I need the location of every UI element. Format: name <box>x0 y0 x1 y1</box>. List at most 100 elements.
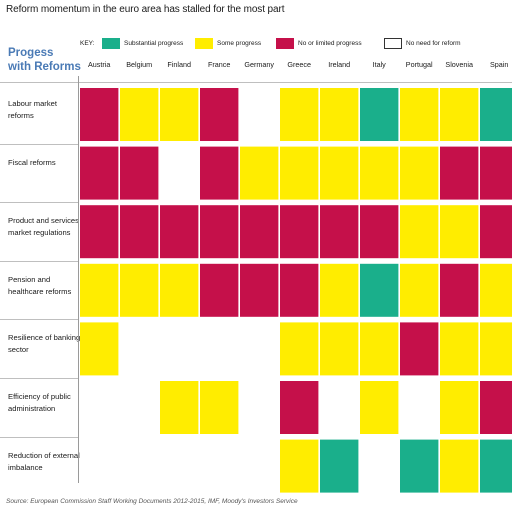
heatmap-cell-some <box>280 322 319 376</box>
heatmap-cell-some <box>200 381 239 434</box>
heatmap-cell-substantial <box>320 439 359 493</box>
heatmap-cell-limited <box>240 205 279 259</box>
source-note: Source: European Commission Staff Workin… <box>6 498 298 505</box>
heatmap-cell-some <box>320 88 359 141</box>
row-label-line: Efficiency of public <box>8 392 71 401</box>
row-separator <box>0 378 78 379</box>
heatmap-cell-some <box>440 205 479 259</box>
legend-label-some: Some progress <box>217 40 262 47</box>
heatmap-cell-some <box>400 88 439 141</box>
heatmap-cell-some <box>120 263 159 317</box>
legend-swatch-limited <box>276 38 294 49</box>
heatmap-cell-limited <box>160 205 199 259</box>
heatmap-cell-some <box>400 146 439 200</box>
heatmap-cell-some <box>160 263 199 317</box>
heatmap-cell-substantial <box>360 263 399 317</box>
column-header-finland: Finland <box>167 60 191 69</box>
legend-item-none: No need for reform <box>384 38 461 49</box>
row-separator <box>0 260 78 262</box>
legend-item-some: Some progress <box>195 38 261 49</box>
column-header-ireland: Ireland <box>328 60 351 69</box>
heatmap-cell-some <box>440 439 479 493</box>
heatmap-cell-some <box>480 322 512 376</box>
heatmap-cell-some <box>280 88 319 141</box>
heatmap-cell-some <box>360 322 399 376</box>
legend-label-limited: No or limited progress <box>298 40 362 47</box>
row-label-line: Pension and <box>8 274 51 284</box>
row-label-line: Reduction of external <box>8 450 80 460</box>
legend-item-substantial: Substantial progress <box>102 38 183 49</box>
heatmap-cell-limited <box>80 88 119 141</box>
heatmap-cell-limited <box>480 146 512 200</box>
column-header-spain: Spain <box>489 60 509 69</box>
heatmap-cell-limited <box>200 146 239 200</box>
heatmap-cell-limited <box>120 146 159 200</box>
row-label-line: reforms <box>8 111 34 120</box>
row-label-line: sector <box>8 345 29 355</box>
row-separator <box>0 319 78 321</box>
header-divider <box>0 82 512 83</box>
heatmap-cell-limited <box>440 146 479 200</box>
row-label-line: market regulations <box>8 228 71 238</box>
heatmap-cell-limited <box>200 88 239 141</box>
row-label-line: healthcare reforms <box>8 286 72 296</box>
row-label: Fiscal reforms <box>8 157 56 169</box>
heatmap-cell-limited <box>360 205 399 259</box>
heading: Progess with Reforms <box>8 46 81 74</box>
column-header-germany: Germany <box>244 60 274 69</box>
heatmap-cell-some <box>440 88 479 141</box>
column-header-belgium: Belgium <box>126 60 153 69</box>
heatmap-cell-some <box>320 263 359 317</box>
heatmap-cell-some <box>280 439 319 493</box>
row-label-line: imbalance <box>8 462 43 472</box>
heatmap-cell-limited <box>120 205 159 259</box>
legend-swatch-some <box>195 38 213 49</box>
heatmap-cell-some <box>480 263 512 317</box>
heatmap-cell-limited <box>400 322 439 376</box>
row-label-line: Labour market <box>8 99 57 108</box>
heatmap-cell-limited <box>80 146 119 200</box>
row-label-line: Fiscal reforms <box>8 157 56 167</box>
legend-swatch-none <box>384 38 402 49</box>
heatmap-cell-some <box>440 322 479 376</box>
heatmap-cell-some <box>400 205 439 259</box>
heatmap-cell-substantial <box>360 88 399 141</box>
heatmap-cell-limited <box>440 263 479 317</box>
heatmap-cell-some <box>280 146 319 200</box>
row-label-line: administration <box>8 404 56 413</box>
row-label-line: Product and services <box>8 216 79 226</box>
column-header-france: France <box>208 60 231 69</box>
column-header-slovenia: Slovenia <box>445 60 473 69</box>
row-label-line: Resilience of banking <box>8 333 81 343</box>
heatmap-cell-limited <box>280 205 319 259</box>
heatmap-cell-limited <box>200 263 239 317</box>
heatmap-cell-some <box>440 381 479 434</box>
row-label: Reduction of external imbalance <box>8 450 80 474</box>
label-divider <box>78 76 79 483</box>
heatmap-cell-some <box>360 381 399 434</box>
legend-key-label: KEY: <box>80 40 95 47</box>
heatmap-cell-limited <box>280 381 319 434</box>
heatmap-cell-some <box>320 146 359 200</box>
column-header-greece: Greece <box>287 60 311 69</box>
row-separator <box>0 143 78 145</box>
heatmap-cell-substantial <box>400 439 439 493</box>
legend-swatch-substantial <box>102 38 120 49</box>
heatmap-cell-limited <box>200 205 239 259</box>
heatmap-cell-limited <box>320 205 359 259</box>
row-label: Efficiency of public administration <box>8 391 71 415</box>
row-label: Product and services market regulations <box>8 215 79 239</box>
row-label: Resilience of banking sector <box>8 332 80 356</box>
heatmap-cell-some <box>400 263 439 317</box>
column-header-austria: Austria <box>88 60 111 69</box>
heatmap-cell-some <box>120 88 159 141</box>
legend-label-substantial: Substantial progress <box>124 40 184 47</box>
heatmap-cell-some <box>160 381 199 434</box>
heatmap-cell-substantial <box>480 439 512 493</box>
heading-line-1: Progess <box>8 47 54 59</box>
heatmap-cell-some <box>360 146 399 200</box>
heatmap-cell-some <box>240 146 279 200</box>
heatmap-cell-some <box>80 322 119 376</box>
legend-item-limited: No or limited progress <box>276 38 362 49</box>
heatmap-cell-substantial <box>480 88 512 141</box>
